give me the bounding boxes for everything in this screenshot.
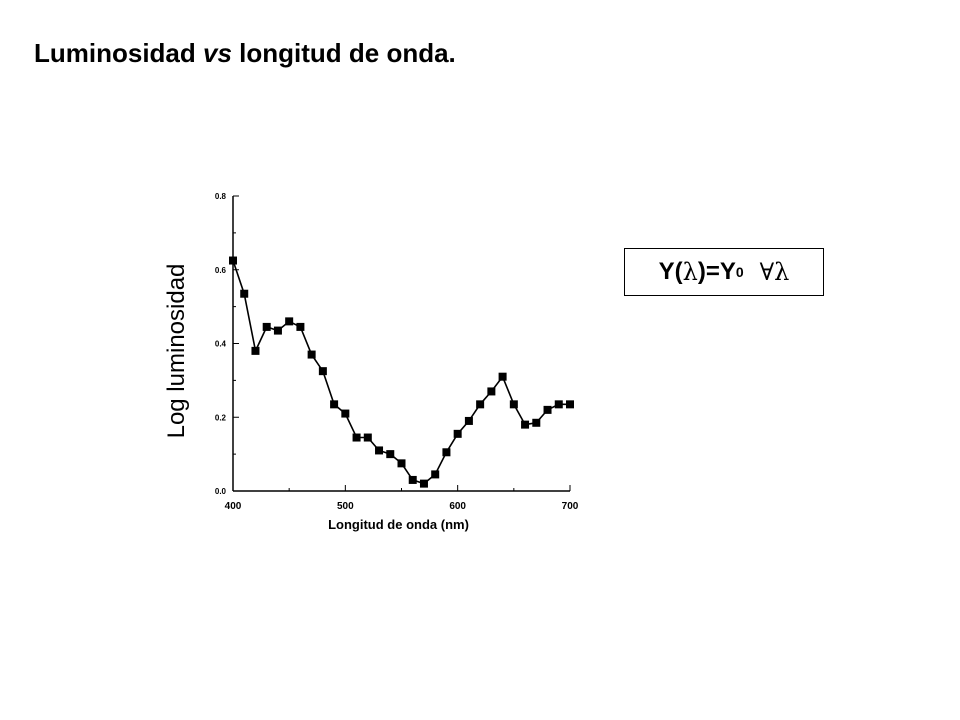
- data-point: [240, 289, 249, 298]
- x-tick-label: 600: [449, 501, 466, 512]
- data-point: [464, 416, 473, 425]
- data-point: [273, 326, 282, 335]
- data-point: [262, 322, 271, 331]
- data-point: [229, 256, 237, 265]
- data-point: [251, 346, 260, 355]
- x-tick-label: 700: [562, 501, 579, 512]
- data-point: [453, 429, 462, 438]
- data-point: [363, 433, 372, 442]
- data-point: [330, 400, 339, 409]
- x-tick-label: 500: [337, 501, 354, 512]
- y-tick-label: 0.6: [215, 266, 227, 275]
- y-tick-label: 0.4: [215, 340, 227, 349]
- data-point: [341, 409, 350, 418]
- data-point: [352, 433, 361, 442]
- title-part-1: Luminosidad: [34, 38, 203, 68]
- data-point: [285, 317, 294, 326]
- forall-symbol: ∀: [759, 258, 775, 286]
- title-vs: vs: [203, 38, 232, 68]
- y-tick-label: 0.8: [215, 192, 227, 201]
- lambda-symbol: λ: [682, 258, 698, 286]
- x-tick-label: 400: [225, 501, 242, 512]
- data-point: [375, 446, 384, 455]
- slide-title: Luminosidad vs longitud de onda.: [34, 38, 456, 69]
- formula-box: Y(λ)=Y 0 ∀ λ: [624, 248, 824, 296]
- data-point: [296, 322, 305, 331]
- lambda-symbol-2: λ: [774, 258, 790, 286]
- data-point: [408, 475, 417, 484]
- x-axis-label: Longitud de onda (nm): [328, 517, 469, 532]
- y-tick-label: 0.0: [215, 487, 227, 496]
- title-part-2: longitud de onda.: [231, 38, 456, 68]
- data-point: [487, 387, 496, 396]
- data-point: [307, 350, 316, 359]
- data-point: [509, 400, 518, 409]
- data-point: [442, 448, 451, 457]
- y-tick-label: 0.2: [215, 413, 227, 422]
- formula-equals: )=Y: [697, 258, 736, 285]
- data-point: [419, 479, 428, 488]
- data-point: [318, 367, 327, 376]
- data-point: [566, 400, 574, 409]
- data-point: [554, 400, 563, 409]
- series-line: [232, 260, 570, 485]
- data-point: [532, 418, 541, 427]
- data-point: [521, 420, 530, 429]
- data-point: [476, 400, 485, 409]
- data-point: [397, 459, 406, 468]
- data-point: [431, 470, 440, 479]
- formula-y-open: Y(: [658, 258, 683, 285]
- data-point: [498, 372, 507, 381]
- data-point: [543, 405, 552, 414]
- formula-subscript: 0: [735, 264, 744, 280]
- data-point: [386, 450, 395, 459]
